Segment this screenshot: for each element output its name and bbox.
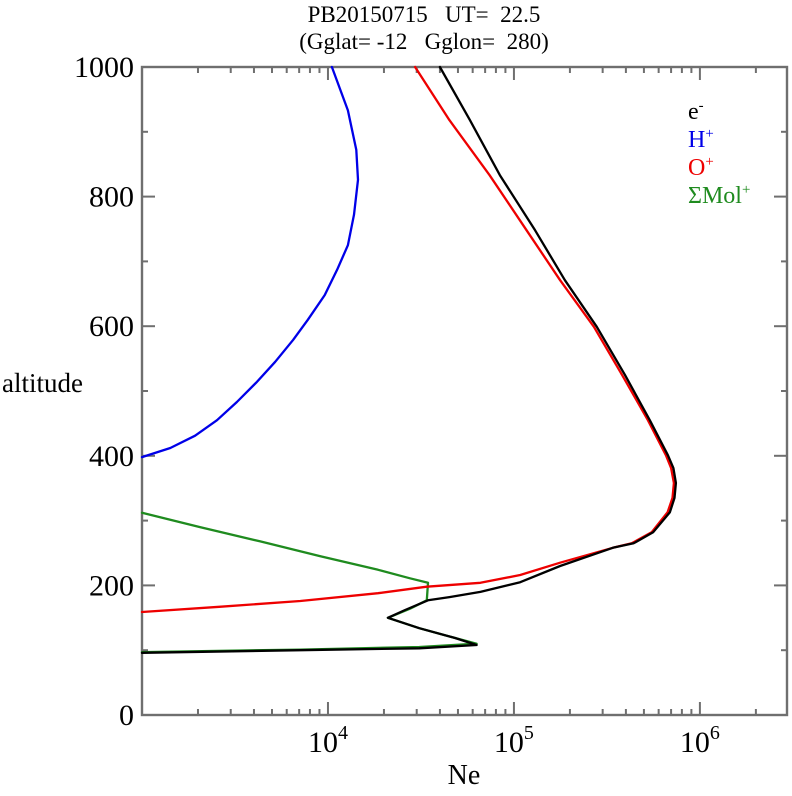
legend: e- H+ O+ ΣMol+ (688, 98, 750, 210)
plot-title-line1: PB20150715 UT= 22.5 (307, 2, 541, 27)
x-tick-label: 105 (494, 722, 534, 759)
legend-item-molecular-ions: ΣMol+ (688, 182, 750, 210)
y-tick-label: 800 (89, 181, 134, 214)
y-tick-label: 1000 (74, 51, 134, 84)
y-tick-label: 400 (89, 440, 134, 473)
x-tick-label: 104 (308, 722, 348, 759)
legend-item-electron: e- (688, 98, 750, 126)
legend-label: O (688, 155, 706, 181)
legend-label-sup: + (705, 154, 714, 170)
legend-label-sup: + (741, 182, 751, 198)
plot-title-line2: (Gglat= -12 Gglon= 280) (299, 29, 549, 54)
legend-item-hydrogen-ion: H+ (688, 126, 750, 154)
legend-label: H (688, 127, 706, 153)
legend-label: e (688, 99, 699, 125)
series-h (140, 65, 360, 459)
x-axis-label: Ne (447, 760, 481, 791)
y-tick-label: 0 (119, 699, 134, 732)
y-tick-label: 200 (89, 569, 134, 602)
y-tick-label: 600 (89, 310, 134, 343)
legend-label: ΣMol (688, 183, 742, 209)
series-o (140, 65, 676, 614)
legend-label-sup: + (705, 126, 714, 142)
legend-label-sup: - (698, 98, 704, 114)
y-axis-label: altitude (2, 368, 83, 398)
series-e (140, 65, 678, 654)
x-tick-label: 106 (680, 722, 720, 759)
legend-item-oxygen-ion: O+ (688, 154, 750, 182)
